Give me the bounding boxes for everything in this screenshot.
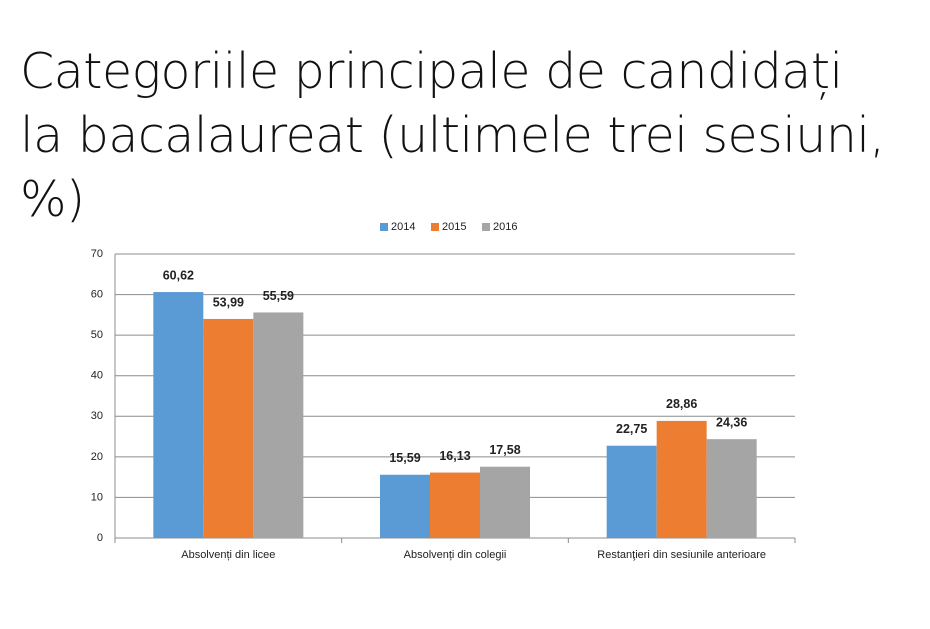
slide-title: Categoriile principale de candidați la b…: [20, 43, 885, 228]
legend-swatch: [482, 223, 490, 231]
value-label: 15,59: [389, 451, 420, 465]
value-label: 55,59: [263, 289, 294, 303]
value-label: 24,36: [716, 415, 747, 429]
bar: [253, 312, 304, 538]
bar: [203, 318, 254, 538]
y-tick-label: 40: [91, 370, 103, 382]
bar: [656, 420, 707, 538]
legend-label: 2015: [442, 221, 466, 233]
value-label: 28,86: [666, 397, 697, 411]
bar: [153, 292, 204, 538]
value-label: 53,99: [213, 295, 244, 309]
value-label: 60,62: [163, 268, 194, 282]
y-tick-label: 20: [91, 451, 103, 463]
x-tick-label: Restanţieri din sesiunile anterioare: [597, 549, 766, 561]
legend-swatch: [431, 223, 439, 231]
y-tick-label: 0: [97, 532, 103, 544]
value-label: 17,58: [489, 443, 520, 457]
legend-label: 2014: [391, 221, 415, 233]
y-tick-label: 60: [91, 288, 103, 300]
legend-swatch: [380, 223, 388, 231]
x-tick-label: Absolvenți din colegii: [404, 549, 507, 561]
y-tick-label: 70: [91, 248, 103, 260]
bar: [480, 466, 530, 538]
x-tick-label: Absolvenți din licee: [181, 549, 275, 561]
bar: [606, 445, 657, 538]
y-tick-label: 30: [91, 410, 103, 422]
bar: [706, 439, 757, 538]
legend-label: 2016: [493, 221, 517, 233]
y-tick-label: 10: [91, 491, 103, 503]
y-tick-label: 50: [91, 329, 103, 341]
value-label: 22,75: [616, 422, 647, 436]
bar: [380, 474, 430, 538]
value-label: 16,13: [439, 449, 470, 463]
bar: [430, 472, 480, 538]
